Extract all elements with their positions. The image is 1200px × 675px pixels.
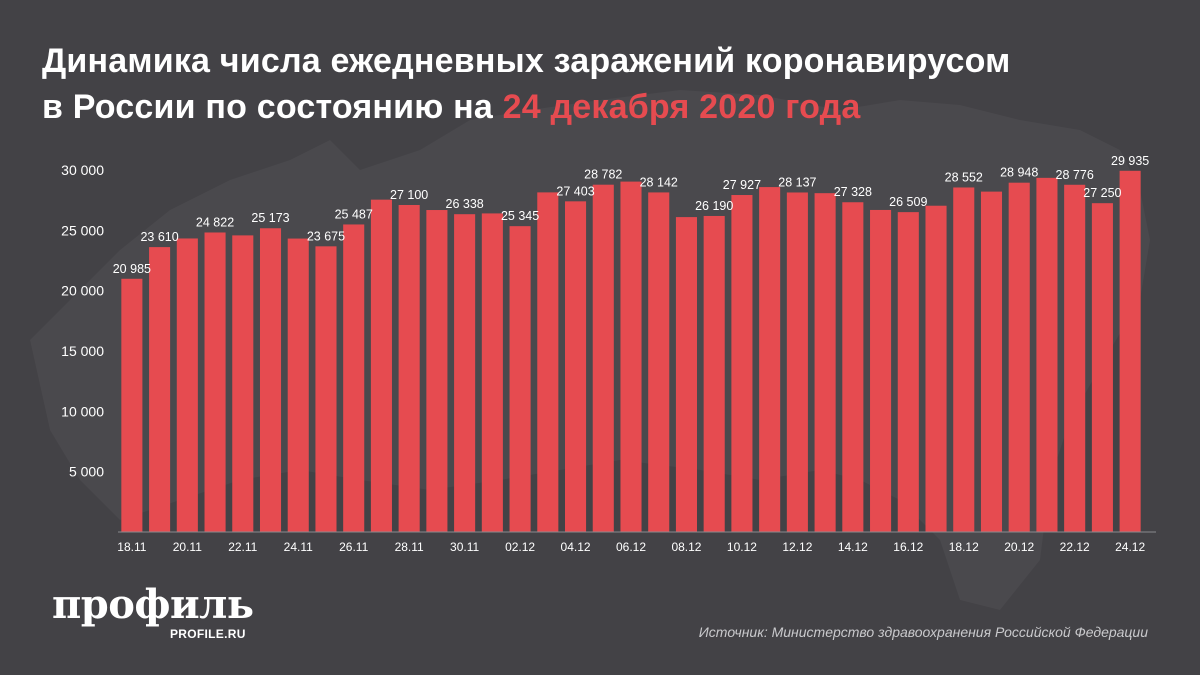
x-tick-label: 02.12 (505, 540, 535, 554)
y-tick-label: 10 000 (61, 403, 104, 419)
bar-20-12 (1008, 182, 1030, 532)
data-label: 27 250 (1083, 186, 1121, 200)
bar-25-11 (315, 246, 337, 533)
bar-09-12 (703, 215, 725, 532)
bar-19-12 (980, 191, 1003, 533)
bar-08-12 (675, 217, 697, 533)
x-tick-label: 22.11 (228, 540, 257, 554)
data-label: 23 675 (307, 229, 345, 243)
x-tick-label: 20.11 (173, 540, 202, 554)
bar-01-12 (481, 213, 503, 532)
data-label: 28 948 (1000, 166, 1038, 180)
bar-10-12 (731, 195, 753, 532)
y-tick-label: 5 000 (69, 464, 104, 480)
bar-21-12 (1036, 177, 1058, 533)
x-tick-label: 24.12 (1115, 540, 1145, 554)
bar-06-12 (620, 181, 642, 532)
x-tick-label: 14.12 (838, 540, 868, 554)
logo-profil: профиль (52, 581, 254, 628)
x-tick-label: 08.12 (671, 540, 701, 554)
chart-title: Динамика числа ежедневных заражений коро… (42, 38, 1162, 130)
data-label: 25 487 (335, 207, 373, 221)
y-tick-label: 20 000 (61, 283, 104, 299)
bar-22-11 (232, 235, 254, 532)
data-label: 27 403 (556, 184, 594, 198)
x-tick-label: 22.12 (1060, 540, 1090, 554)
x-tick-label: 18.12 (949, 540, 979, 554)
source-note: Источник: Министерство здравоохранения Р… (698, 624, 1148, 640)
data-label: 27 927 (723, 178, 761, 192)
bar-15-12 (870, 209, 892, 532)
bar-17-12 (925, 205, 947, 532)
data-label: 27 100 (390, 188, 428, 202)
bar-02-12 (509, 226, 531, 532)
data-label: 26 509 (889, 195, 927, 209)
x-tick-label: 16.12 (893, 540, 923, 554)
data-label: 24 822 (196, 215, 234, 229)
bar-29-11 (426, 210, 448, 532)
y-tick-label: 25 000 (61, 222, 104, 238)
bar-04-12 (565, 201, 587, 532)
bar-24-11 (287, 238, 309, 532)
x-tick-label: 18.11 (117, 540, 146, 554)
bar-14-12 (842, 202, 864, 532)
chart-title-line1: Динамика числа ежедневных заражений коро… (42, 42, 1011, 80)
bar-26-11 (343, 224, 365, 533)
bar-23-11 (259, 228, 282, 533)
chart-title-line2: в России по состоянию на 24 декабря 2020… (42, 84, 1162, 130)
x-tick-label: 26.11 (339, 540, 368, 554)
y-tick-label: 15 000 (61, 343, 104, 359)
bar-12-12 (786, 192, 808, 532)
bar-20-11 (176, 238, 198, 533)
x-tick-label: 10.12 (727, 540, 757, 554)
bar-19-11 (149, 247, 171, 532)
bar-13-12 (814, 193, 836, 532)
bar-11-12 (759, 187, 781, 532)
bar-18-11 (121, 278, 143, 532)
data-label: 20 985 (113, 262, 151, 276)
bar-03-12 (537, 192, 559, 532)
bar-05-12 (592, 184, 614, 532)
x-tick-label: 04.12 (561, 540, 591, 554)
bar-28-11 (398, 204, 420, 532)
data-label: 26 190 (695, 199, 733, 213)
bar-18-12 (953, 187, 975, 532)
x-tick-label: 20.12 (1004, 540, 1034, 554)
bar-24-12 (1119, 170, 1141, 532)
x-tick-label: 30.11 (450, 540, 479, 554)
bar-22-12 (1064, 184, 1086, 532)
x-tick-label: 28.11 (395, 540, 424, 554)
data-label: 26 338 (446, 197, 484, 211)
chart-title-line2-prefix: в России по состоянию на (42, 88, 503, 126)
data-label: 28 782 (584, 168, 622, 182)
data-label: 28 776 (1056, 168, 1094, 182)
data-label: 28 137 (778, 175, 816, 189)
x-tick-label: 06.12 (616, 540, 646, 554)
y-tick-label: 30 000 (61, 162, 104, 178)
x-tick-label: 12.12 (782, 540, 812, 554)
data-label: 27 328 (834, 185, 872, 199)
bar-30-11 (454, 214, 476, 532)
data-label: 28 552 (945, 170, 983, 184)
x-tick-label: 24.11 (284, 540, 313, 554)
bar-16-12 (897, 212, 919, 532)
data-label: 23 610 (140, 230, 178, 244)
data-label: 25 345 (501, 209, 539, 223)
data-label: 25 173 (251, 211, 289, 225)
data-label: 29 935 (1111, 154, 1149, 168)
bar-23-12 (1091, 203, 1113, 532)
logo-profile-ru: PROFILE.RU (170, 627, 246, 641)
bar-07-12 (648, 192, 670, 532)
bar-21-11 (204, 232, 226, 532)
chart-title-date: 24 декабря 2020 года (502, 88, 861, 126)
bar-27-11 (370, 199, 392, 532)
data-label: 28 142 (640, 175, 678, 189)
